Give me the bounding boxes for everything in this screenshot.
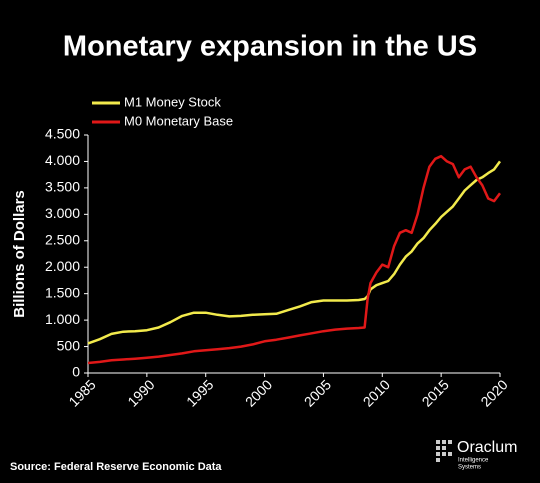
- legend-label: M1 Money Stock: [124, 94, 221, 109]
- logo-tagline: Systems: [458, 465, 481, 471]
- y-tick-label: 1.000: [45, 311, 80, 327]
- logo-icon: [436, 440, 452, 462]
- y-tick-label: 3.500: [45, 179, 80, 195]
- logo-text: Oraclum: [457, 439, 517, 456]
- y-tick-label: 3.000: [45, 205, 80, 221]
- series-line: [87, 160, 502, 345]
- y-tick-label: 1.500: [45, 284, 80, 300]
- y-tick-label: 2.500: [45, 231, 80, 247]
- y-tick-label: 2.000: [45, 258, 80, 274]
- chart-title: Monetary expansion in the US: [63, 31, 477, 63]
- y-axis-label: Billions of Dollars: [11, 190, 28, 318]
- y-tick-label: 4.000: [45, 152, 80, 168]
- y-tick-label: 500: [57, 337, 81, 353]
- legend-label: M0 Monetary Base: [124, 113, 233, 128]
- series-line: [87, 154, 502, 365]
- logo-tagline: Intelligence: [458, 458, 489, 464]
- source: Source: Federal Reserve Economic Data: [10, 461, 222, 473]
- y-tick-label: 4.500: [45, 126, 80, 142]
- y-tick-label: 0: [72, 364, 80, 380]
